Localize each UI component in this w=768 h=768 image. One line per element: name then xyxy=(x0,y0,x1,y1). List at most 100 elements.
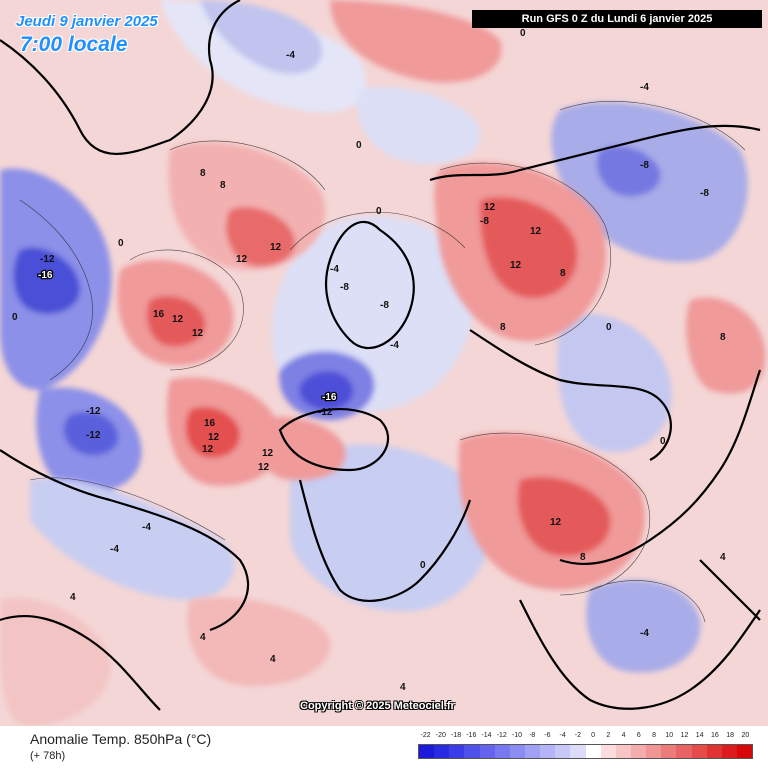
warm-label: 8 xyxy=(560,268,566,279)
legend-swatch xyxy=(434,745,450,758)
legend-tick: -20 xyxy=(435,732,446,739)
legend-tick: -12 xyxy=(496,732,507,739)
legend-swatch xyxy=(721,745,737,758)
legend-tick: 10 xyxy=(665,732,674,739)
legend-swatch xyxy=(419,745,435,758)
warm-label: 12 xyxy=(550,517,562,528)
footer: Anomalie Temp. 850hPa (°C) (+ 78h) -22 -2… xyxy=(0,726,768,768)
legend-color-bar xyxy=(418,744,753,759)
legend-swatch xyxy=(646,745,662,758)
legend-tick: 6 xyxy=(636,732,641,739)
legend-tick: 20 xyxy=(741,732,750,739)
warm-label: 12 xyxy=(262,448,274,459)
legend-tick: -22 xyxy=(420,732,431,739)
warm-label: 12 xyxy=(258,462,270,473)
legend-tick: 0 xyxy=(591,732,596,739)
cold-label: -12 xyxy=(40,254,55,265)
map-title: Anomalie Temp. 850hPa (°C) xyxy=(30,731,212,747)
forecast-step: (+ 78h) xyxy=(30,750,66,762)
label-layer: -16 -12 -12 -16 -12 -12 -8 -8 -4 -4 -8 -… xyxy=(12,28,726,693)
map-canvas xyxy=(0,0,766,726)
zero-label: 0 xyxy=(660,436,666,447)
warm-label: 12 xyxy=(202,444,214,455)
legend-tick-labels: -22 -20 -18 -16 -14 -12 -10 -8 -6 -4 -2 0 2 4 6 8 10 12 14… xyxy=(418,732,753,742)
warm-label: 8 xyxy=(580,552,586,563)
legend-swatch xyxy=(615,745,631,758)
warm-label: 8 xyxy=(500,322,506,333)
cold-label: -8 xyxy=(640,160,649,171)
zero-label: 0 xyxy=(420,560,426,571)
cold-label: -16 xyxy=(322,392,337,403)
warm-label: 8 xyxy=(220,180,226,191)
zero-label: 0 xyxy=(376,206,382,217)
legend-swatch xyxy=(661,745,677,758)
cold-label: -8 xyxy=(380,300,389,311)
legend-swatch xyxy=(555,745,571,758)
warm-label: 12 xyxy=(236,254,248,265)
cold-label: -8 xyxy=(480,216,489,227)
legend-tick: -4 xyxy=(559,732,566,739)
legend-swatch xyxy=(464,745,480,758)
legend-swatch xyxy=(479,745,495,758)
anomaly-fields xyxy=(0,0,748,673)
zero-label: 0 xyxy=(606,322,612,333)
forecast-time: 7:00 locale xyxy=(20,33,128,56)
coastlines xyxy=(0,0,762,711)
cold-label: -4 xyxy=(640,82,649,93)
cold-label: -16 xyxy=(38,270,53,281)
legend-tick: 4 xyxy=(621,732,626,739)
cold-label: -4 xyxy=(142,522,151,533)
zero-label: 0 xyxy=(12,312,18,323)
cold-label: -12 xyxy=(318,407,333,418)
legend-swatch xyxy=(540,745,556,758)
legend-swatch xyxy=(676,745,692,758)
cold-label: -8 xyxy=(700,188,709,199)
warm-label: 4 xyxy=(720,552,726,563)
legend-swatch xyxy=(449,745,465,758)
legend-tick: 16 xyxy=(711,732,719,739)
cold-label: -4 xyxy=(390,340,399,351)
legend-tick: 12 xyxy=(680,732,689,739)
copyright-text: Copyright © 2025 Meteociel.fr xyxy=(300,700,455,712)
color-legend: -22 -20 -18 -16 -14 -12 -10 -8 -6 -4 -2 0 2 4 6 8 10 12 14… xyxy=(418,732,753,759)
legend-tick: 2 xyxy=(606,732,611,739)
legend-tick: -8 xyxy=(529,732,536,739)
warm-label: 12 xyxy=(484,202,496,213)
legend-tick: 8 xyxy=(652,732,656,739)
run-info: Run GFS 0 Z du Lundi 6 janvier 2025 xyxy=(472,10,762,28)
warm-label: 16 xyxy=(153,309,165,320)
legend-tick: -18 xyxy=(451,732,462,739)
zero-label: 0 xyxy=(520,28,526,39)
legend-swatch xyxy=(585,745,601,758)
legend-tick: -14 xyxy=(481,732,492,739)
legend-tick: -2 xyxy=(574,732,581,739)
anomaly-map: -16 -12 -12 -16 -12 -12 -8 -8 -4 -4 -8 -… xyxy=(0,0,768,726)
forecast-date: Jeudi 9 janvier 2025 xyxy=(16,13,158,30)
warm-label: 12 xyxy=(510,260,522,271)
warm-label: 12 xyxy=(192,328,204,339)
legend-swatch xyxy=(736,745,753,758)
warm-label: 12 xyxy=(530,226,542,237)
legend-swatch xyxy=(494,745,510,758)
cold-label: -4 xyxy=(330,264,339,275)
legend-swatch xyxy=(570,745,586,758)
warm-label: 8 xyxy=(720,332,726,343)
warm-label: 8 xyxy=(200,168,206,179)
legend-swatch xyxy=(509,745,525,758)
cold-label: -8 xyxy=(340,282,349,293)
legend-swatch xyxy=(630,745,647,758)
cold-label: -12 xyxy=(86,430,101,441)
legend-swatch xyxy=(524,745,541,758)
cold-label: -12 xyxy=(86,406,101,417)
legend-tick: 14 xyxy=(695,732,704,739)
legend-tick: -16 xyxy=(466,732,477,739)
warm-label: 12 xyxy=(172,314,184,325)
warm-label: 4 xyxy=(200,632,206,643)
zero-label: 0 xyxy=(118,238,124,249)
legend-tick: -6 xyxy=(544,732,551,739)
warm-label: 4 xyxy=(270,654,276,665)
warm-label: 12 xyxy=(208,432,220,443)
legend-swatch xyxy=(600,745,616,758)
contour-lines xyxy=(19,100,746,623)
warm-fields xyxy=(0,0,766,726)
